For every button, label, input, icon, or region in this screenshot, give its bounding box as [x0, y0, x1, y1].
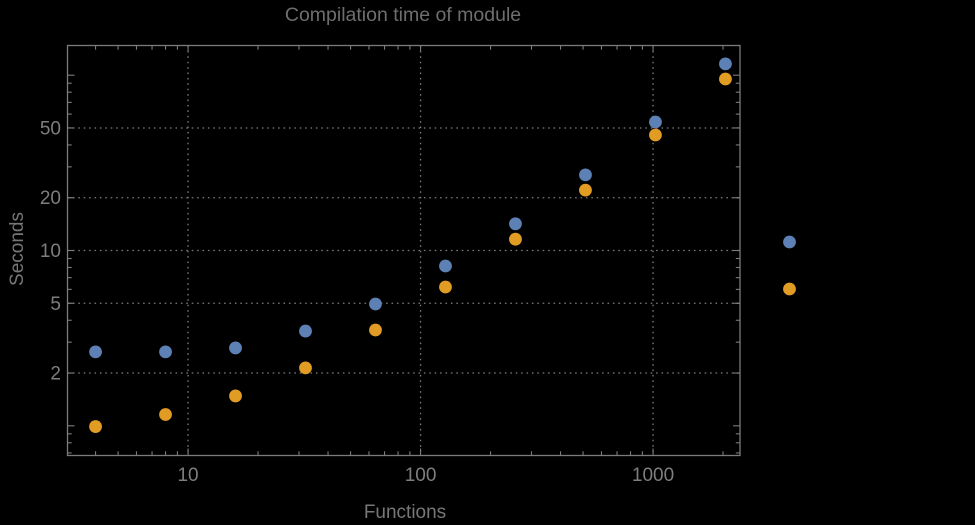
data-point-blue-series: [159, 345, 172, 359]
data-point-orange-series: [299, 361, 312, 375]
axis-ticks: [67, 45, 740, 456]
tick-labels: 10 100 1000 2 5 10 20 50: [40, 118, 674, 486]
x-tick-label: 1000: [632, 465, 674, 486]
y-tick-label: 20: [40, 188, 61, 209]
chart-title: Compilation time of module: [285, 4, 521, 26]
data-point-orange-series: [229, 389, 242, 403]
data-point-orange-series: [579, 183, 592, 197]
y-tick-label: 10: [40, 241, 61, 262]
data-point-orange-series: [509, 232, 522, 246]
data-point-blue-series: [509, 217, 522, 231]
y-tick-label: 50: [40, 118, 61, 139]
data-point-orange-series: [719, 72, 732, 86]
x-tick-label: 100: [405, 465, 437, 486]
data-point-blue-series: [719, 57, 732, 71]
data-point-blue-series: [649, 115, 662, 129]
data-point-blue-series: [439, 259, 452, 273]
gridlines: [67, 45, 740, 456]
data-point-orange-series: [159, 408, 172, 421]
legend-marker-2: [783, 282, 796, 296]
y-axis-label: Seconds: [7, 212, 28, 286]
data-point-orange-series: [439, 280, 452, 294]
data-point-orange-series: [89, 420, 102, 433]
data-point-orange-series: [369, 323, 382, 337]
data-point-blue-series: [229, 341, 242, 355]
plot-legend: [783, 235, 796, 296]
legend-marker-1: [783, 235, 796, 249]
x-axis-label: Functions: [364, 502, 446, 523]
x-tick-label: 10: [177, 465, 198, 486]
y-tick-label: 5: [50, 294, 61, 315]
y-tick-label: 2: [50, 364, 61, 385]
data-point-blue-series: [89, 345, 102, 359]
data-point-blue-series: [299, 324, 312, 338]
data-points: [89, 57, 732, 433]
data-point-blue-series: [579, 168, 592, 182]
data-point-orange-series: [649, 128, 662, 142]
data-point-blue-series: [369, 297, 382, 311]
